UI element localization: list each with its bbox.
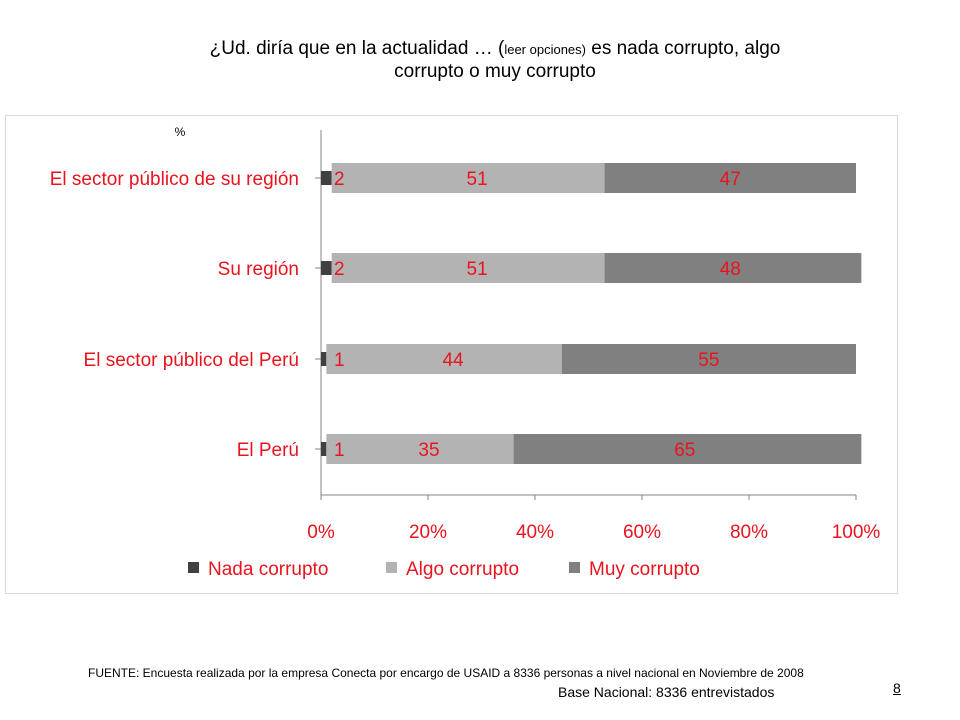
category-label: El sector público del Perú — [84, 350, 299, 371]
chart-frame — [5, 115, 898, 594]
x-tick-label: 80% — [730, 522, 768, 543]
bar-segment — [561, 344, 856, 374]
category-label: Su región — [218, 259, 299, 280]
data-label: 47 — [720, 169, 741, 190]
source-note: FUENTE: Encuesta realizada por la empres… — [88, 666, 804, 680]
data-label: 51 — [467, 259, 488, 280]
bar-segment — [604, 253, 862, 283]
bar-segment — [321, 352, 327, 366]
data-label: 2 — [334, 259, 345, 280]
category-label: El sector público de su región — [50, 169, 299, 190]
x-tick-label: 20% — [409, 522, 447, 543]
unit-label: % — [175, 125, 186, 139]
data-label: 1 — [334, 440, 345, 461]
data-label: 1 — [334, 350, 345, 371]
bar-segment — [321, 442, 327, 456]
data-label: 65 — [674, 440, 695, 461]
data-label: 48 — [720, 259, 741, 280]
bar-segment — [321, 261, 332, 275]
data-label: 55 — [698, 350, 719, 371]
legend-swatch — [188, 562, 199, 573]
legend-label: Muy corrupto — [589, 559, 700, 580]
data-label: 51 — [467, 169, 488, 190]
legend-label: Nada corrupto — [208, 559, 328, 580]
bar-segment — [513, 434, 862, 464]
bar-segment — [321, 171, 332, 185]
data-label: 35 — [418, 440, 439, 461]
title-prefix: ¿Ud. diría que en la actualidad … ( — [209, 38, 505, 59]
data-label: 44 — [442, 350, 464, 371]
bar-segment — [604, 163, 856, 193]
x-tick-label: 0% — [307, 522, 335, 543]
title-note: leer opciones) — [504, 42, 586, 57]
slide-title: ¿Ud. diría que en la actualidad … (leer … — [80, 38, 910, 83]
legend-label: Algo corrupto — [406, 559, 519, 580]
base-note: Base Nacional: 8336 entrevistados — [558, 684, 775, 700]
x-tick-label: 40% — [516, 522, 554, 543]
legend-swatch — [386, 562, 397, 573]
title-line2: corrupto o muy corrupto — [394, 61, 596, 82]
bar-segment — [326, 344, 562, 374]
bar-segment — [326, 434, 514, 464]
x-tick-label: 60% — [623, 522, 661, 543]
title-suffix: es nada corrupto, algo — [585, 38, 781, 59]
data-label: 2 — [334, 169, 345, 190]
page-number[interactable]: 8 — [893, 680, 901, 696]
bar-segment — [331, 163, 605, 193]
legend-swatch — [569, 562, 580, 573]
bar-segment — [331, 253, 605, 283]
category-label: El Perú — [237, 440, 299, 461]
x-tick-label: 100% — [832, 522, 881, 543]
